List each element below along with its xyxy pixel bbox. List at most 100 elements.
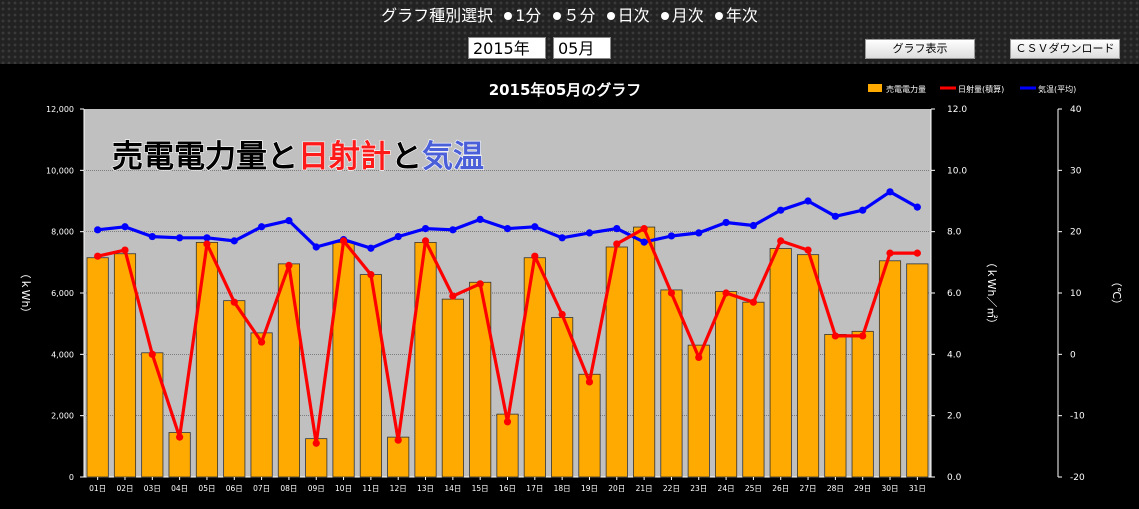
radio-icon[interactable]: [606, 11, 615, 20]
legend-entry: 気温(平均): [1038, 84, 1076, 94]
temperature-point: [312, 243, 320, 251]
x-tick-label: 08日: [280, 484, 297, 493]
x-tick-label: 09日: [308, 484, 325, 493]
option-yearly[interactable]: 年次: [714, 2, 758, 26]
option-monthly[interactable]: 月次: [660, 2, 704, 26]
option-daily[interactable]: 日次: [606, 2, 650, 26]
solar-point: [476, 280, 484, 288]
option-1min[interactable]: 1分: [504, 2, 541, 26]
x-tick-label: 17日: [526, 484, 543, 493]
x-tick-label: 11日: [362, 484, 379, 493]
x-tick-label: 30日: [881, 484, 898, 493]
temperature-point: [94, 226, 102, 234]
x-tick-label: 13日: [417, 484, 434, 493]
left-tick-label: 4,000: [51, 350, 74, 359]
year-select[interactable]: 2015年▼: [468, 37, 546, 79]
solar-point: [312, 439, 320, 447]
temperature-point: [449, 226, 457, 234]
temperature-point: [613, 225, 621, 233]
x-tick-label: 19日: [581, 484, 598, 493]
chart: 2015年05月のグラフ 売電電力量 日射量(積算) 気温(平均) 0 2,000 4,00…: [19, 81, 1123, 493]
radio-icon[interactable]: [504, 11, 513, 20]
temperature-point: [421, 225, 430, 233]
solar-point: [722, 289, 730, 297]
overlay-title-part: 日射計: [298, 139, 391, 175]
solar-point: [285, 261, 293, 269]
radio-icon[interactable]: [714, 11, 723, 20]
solar-point: [176, 433, 184, 441]
overlay-title: 売電電力量と日射計と気温: [112, 139, 484, 175]
x-tick-label: 12日: [390, 484, 407, 493]
solar-point: [367, 271, 375, 279]
temperature-point: [640, 238, 648, 246]
legend-entry: 売電電力量: [886, 84, 926, 94]
bar: [660, 289, 683, 478]
x-tick-label: 24日: [718, 484, 735, 493]
x-tick-label: 06日: [226, 484, 243, 493]
bar: [523, 257, 546, 478]
legend-swatch: [868, 84, 882, 92]
temperature-point: [176, 234, 184, 242]
solar-point: [913, 249, 921, 257]
temperature-point: [859, 206, 867, 214]
left-tick-label: 10,000: [46, 166, 74, 175]
x-tick-label: 29日: [854, 484, 871, 493]
bar: [906, 263, 929, 478]
temperature-point: [585, 229, 594, 237]
temperature-point: [777, 206, 785, 214]
right2-tick-label: -10: [1070, 412, 1085, 422]
right2-tick-label: 10: [1070, 289, 1082, 299]
temperature-point: [148, 232, 156, 241]
temperature-point: [531, 223, 539, 231]
right1-tick-label: 2.0: [947, 412, 962, 422]
x-tick-label: 27日: [800, 484, 817, 493]
x-tick-label: 02日: [116, 484, 133, 493]
temperature-point: [749, 221, 758, 230]
bar: [769, 248, 792, 478]
x-tick-label: 03日: [144, 484, 161, 493]
x-tick-label: 01日: [89, 484, 106, 493]
solar-point: [886, 249, 894, 257]
temperature-point: [230, 237, 238, 245]
csv-download-button[interactable]: ＣＳＶダウンロード: [1010, 39, 1120, 59]
temperature-point: [257, 223, 266, 231]
bar: [359, 274, 382, 478]
solar-point: [585, 378, 594, 386]
bar: [277, 263, 300, 478]
left-tick-label: 6,000: [51, 289, 74, 298]
x-tick-label: 21日: [636, 484, 653, 493]
solar-point: [449, 292, 457, 300]
temperature-point: [367, 244, 375, 252]
x-tick-label: 20日: [608, 484, 625, 493]
left-tick-label: 2,000: [51, 412, 74, 421]
temperature-point: [667, 232, 676, 240]
right1-tick-label: 10.0: [947, 166, 967, 176]
solar-point: [257, 338, 266, 346]
x-tick-label: 18日: [554, 484, 571, 493]
solar-point: [804, 246, 812, 254]
option-5min[interactable]: ５分: [552, 2, 596, 26]
chevron-down-icon: ▼: [477, 68, 485, 79]
solar-point: [203, 240, 211, 248]
right1-tick-label: 8.0: [947, 228, 962, 238]
right1-tick-label: 4.0: [947, 350, 962, 360]
right2-tick-label: -20: [1070, 473, 1085, 483]
radio-icon[interactable]: [552, 11, 561, 20]
month-select[interactable]: 05月▼: [553, 37, 611, 79]
right2-tick-label: 30: [1070, 166, 1082, 176]
radio-icon[interactable]: [660, 11, 669, 20]
left-tick-label: 12,000: [46, 105, 74, 114]
overlay-title-part: 売電電力量と: [112, 139, 298, 175]
solar-point: [777, 237, 785, 245]
bar: [687, 344, 710, 478]
temperature-point: [476, 215, 484, 223]
temperature-point: [121, 223, 129, 231]
temperature-point: [695, 229, 703, 237]
bar: [250, 332, 273, 478]
right2-tick-label: 20: [1070, 228, 1082, 238]
bar: [742, 301, 765, 478]
right2-tick-label: 0: [1070, 350, 1076, 360]
x-tick-label: 28日: [827, 484, 844, 493]
bar: [551, 317, 574, 478]
show-graph-button[interactable]: グラフ表示: [865, 39, 975, 59]
